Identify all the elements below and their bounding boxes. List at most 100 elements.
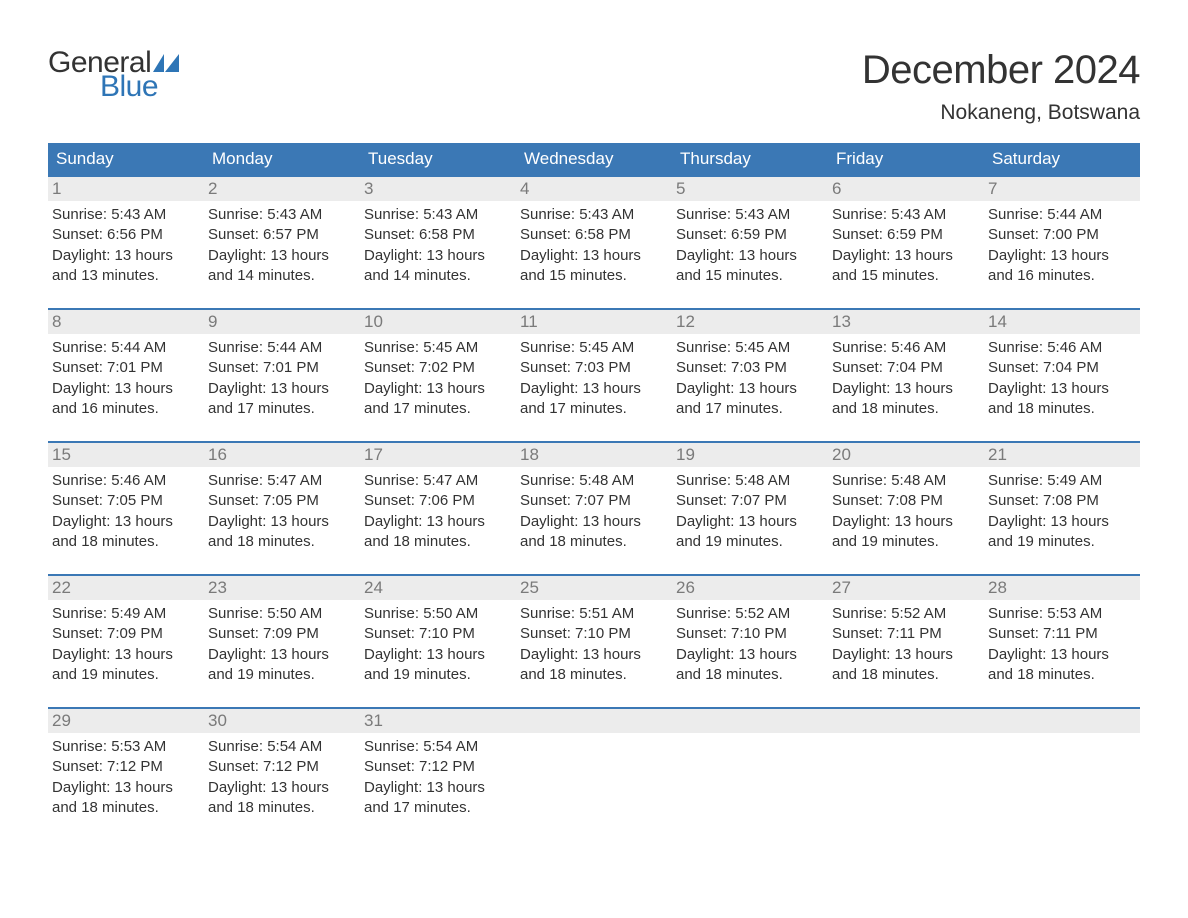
sunrise-text: Sunrise: 5:44 AM <box>52 338 200 358</box>
day-number: 1 <box>48 177 204 201</box>
brand-logo: General Blue <box>48 48 179 102</box>
sunset-text: Sunset: 7:08 PM <box>832 491 980 511</box>
daylight-line1: Daylight: 13 hours <box>988 512 1136 532</box>
day-cell: 20Sunrise: 5:48 AMSunset: 7:08 PMDayligh… <box>828 443 984 558</box>
title-block: December 2024 Nokaneng, Botswana <box>862 48 1140 125</box>
daylight-line2: and 18 minutes. <box>988 665 1136 685</box>
daylight-line2: and 19 minutes. <box>676 532 824 552</box>
day-number: 5 <box>672 177 828 201</box>
day-details: Sunrise: 5:45 AMSunset: 7:03 PMDaylight:… <box>520 334 668 419</box>
day-header-tuesday: Tuesday <box>360 143 516 175</box>
day-number: 10 <box>360 310 516 334</box>
day-cell: 6Sunrise: 5:43 AMSunset: 6:59 PMDaylight… <box>828 177 984 292</box>
daylight-line1: Daylight: 13 hours <box>364 778 512 798</box>
sunset-text: Sunset: 7:03 PM <box>520 358 668 378</box>
daylight-line2: and 19 minutes. <box>832 532 980 552</box>
sunset-text: Sunset: 6:58 PM <box>520 225 668 245</box>
daylight-line2: and 18 minutes. <box>364 532 512 552</box>
day-cell: 8Sunrise: 5:44 AMSunset: 7:01 PMDaylight… <box>48 310 204 425</box>
daylight-line1: Daylight: 13 hours <box>208 246 356 266</box>
daylight-line1: Daylight: 13 hours <box>832 379 980 399</box>
sunrise-text: Sunrise: 5:53 AM <box>988 604 1136 624</box>
day-details: Sunrise: 5:43 AMSunset: 6:59 PMDaylight:… <box>832 201 980 286</box>
day-cell: 3Sunrise: 5:43 AMSunset: 6:58 PMDaylight… <box>360 177 516 292</box>
day-details: Sunrise: 5:45 AMSunset: 7:03 PMDaylight:… <box>676 334 824 419</box>
day-cell: 22Sunrise: 5:49 AMSunset: 7:09 PMDayligh… <box>48 576 204 691</box>
sunrise-text: Sunrise: 5:47 AM <box>208 471 356 491</box>
sunset-text: Sunset: 7:10 PM <box>364 624 512 644</box>
daylight-line2: and 15 minutes. <box>676 266 824 286</box>
empty-day-cell <box>984 709 1140 824</box>
daylight-line1: Daylight: 13 hours <box>52 512 200 532</box>
day-details: Sunrise: 5:48 AMSunset: 7:07 PMDaylight:… <box>676 467 824 552</box>
day-number <box>828 709 984 733</box>
sunset-text: Sunset: 7:12 PM <box>52 757 200 777</box>
sunset-text: Sunset: 7:01 PM <box>52 358 200 378</box>
daylight-line2: and 18 minutes. <box>520 665 668 685</box>
week-row: 15Sunrise: 5:46 AMSunset: 7:05 PMDayligh… <box>48 441 1140 558</box>
day-number: 29 <box>48 709 204 733</box>
day-details: Sunrise: 5:46 AMSunset: 7:05 PMDaylight:… <box>52 467 200 552</box>
daylight-line2: and 14 minutes. <box>208 266 356 286</box>
day-cell: 11Sunrise: 5:45 AMSunset: 7:03 PMDayligh… <box>516 310 672 425</box>
logo-text-blue: Blue <box>100 72 179 102</box>
day-details: Sunrise: 5:54 AMSunset: 7:12 PMDaylight:… <box>208 733 356 818</box>
sunrise-text: Sunrise: 5:45 AM <box>676 338 824 358</box>
day-number: 19 <box>672 443 828 467</box>
day-number: 9 <box>204 310 360 334</box>
daylight-line2: and 17 minutes. <box>364 798 512 818</box>
day-number: 17 <box>360 443 516 467</box>
day-number: 25 <box>516 576 672 600</box>
day-cell: 14Sunrise: 5:46 AMSunset: 7:04 PMDayligh… <box>984 310 1140 425</box>
daylight-line1: Daylight: 13 hours <box>364 645 512 665</box>
daylight-line1: Daylight: 13 hours <box>208 645 356 665</box>
day-details: Sunrise: 5:52 AMSunset: 7:10 PMDaylight:… <box>676 600 824 685</box>
daylight-line2: and 19 minutes. <box>364 665 512 685</box>
day-details: Sunrise: 5:47 AMSunset: 7:05 PMDaylight:… <box>208 467 356 552</box>
sunrise-text: Sunrise: 5:43 AM <box>364 205 512 225</box>
day-cell: 15Sunrise: 5:46 AMSunset: 7:05 PMDayligh… <box>48 443 204 558</box>
sunrise-text: Sunrise: 5:44 AM <box>208 338 356 358</box>
day-details: Sunrise: 5:44 AMSunset: 7:01 PMDaylight:… <box>208 334 356 419</box>
day-cell: 24Sunrise: 5:50 AMSunset: 7:10 PMDayligh… <box>360 576 516 691</box>
day-details: Sunrise: 5:47 AMSunset: 7:06 PMDaylight:… <box>364 467 512 552</box>
empty-day-cell <box>516 709 672 824</box>
daylight-line2: and 17 minutes. <box>208 399 356 419</box>
sunrise-text: Sunrise: 5:43 AM <box>520 205 668 225</box>
daylight-line1: Daylight: 13 hours <box>676 246 824 266</box>
day-number: 4 <box>516 177 672 201</box>
daylight-line2: and 17 minutes. <box>520 399 668 419</box>
day-cell: 9Sunrise: 5:44 AMSunset: 7:01 PMDaylight… <box>204 310 360 425</box>
sunset-text: Sunset: 7:09 PM <box>52 624 200 644</box>
daylight-line1: Daylight: 13 hours <box>208 778 356 798</box>
day-details: Sunrise: 5:46 AMSunset: 7:04 PMDaylight:… <box>832 334 980 419</box>
daylight-line1: Daylight: 13 hours <box>988 645 1136 665</box>
day-cell: 23Sunrise: 5:50 AMSunset: 7:09 PMDayligh… <box>204 576 360 691</box>
sunset-text: Sunset: 7:04 PM <box>832 358 980 378</box>
day-number: 6 <box>828 177 984 201</box>
daylight-line2: and 18 minutes. <box>520 532 668 552</box>
sunset-text: Sunset: 7:00 PM <box>988 225 1136 245</box>
sunrise-text: Sunrise: 5:45 AM <box>364 338 512 358</box>
sunset-text: Sunset: 6:58 PM <box>364 225 512 245</box>
daylight-line1: Daylight: 13 hours <box>676 645 824 665</box>
daylight-line1: Daylight: 13 hours <box>52 379 200 399</box>
day-number: 2 <box>204 177 360 201</box>
day-number: 26 <box>672 576 828 600</box>
day-number: 24 <box>360 576 516 600</box>
day-cell: 4Sunrise: 5:43 AMSunset: 6:58 PMDaylight… <box>516 177 672 292</box>
sunset-text: Sunset: 7:12 PM <box>208 757 356 777</box>
day-details: Sunrise: 5:51 AMSunset: 7:10 PMDaylight:… <box>520 600 668 685</box>
day-number: 28 <box>984 576 1140 600</box>
day-cell: 25Sunrise: 5:51 AMSunset: 7:10 PMDayligh… <box>516 576 672 691</box>
day-cell: 7Sunrise: 5:44 AMSunset: 7:00 PMDaylight… <box>984 177 1140 292</box>
sunrise-text: Sunrise: 5:43 AM <box>208 205 356 225</box>
sunset-text: Sunset: 7:05 PM <box>52 491 200 511</box>
day-details: Sunrise: 5:44 AMSunset: 7:01 PMDaylight:… <box>52 334 200 419</box>
day-number: 7 <box>984 177 1140 201</box>
daylight-line2: and 15 minutes. <box>832 266 980 286</box>
day-number: 11 <box>516 310 672 334</box>
day-header-saturday: Saturday <box>984 143 1140 175</box>
day-header-monday: Monday <box>204 143 360 175</box>
day-number: 18 <box>516 443 672 467</box>
